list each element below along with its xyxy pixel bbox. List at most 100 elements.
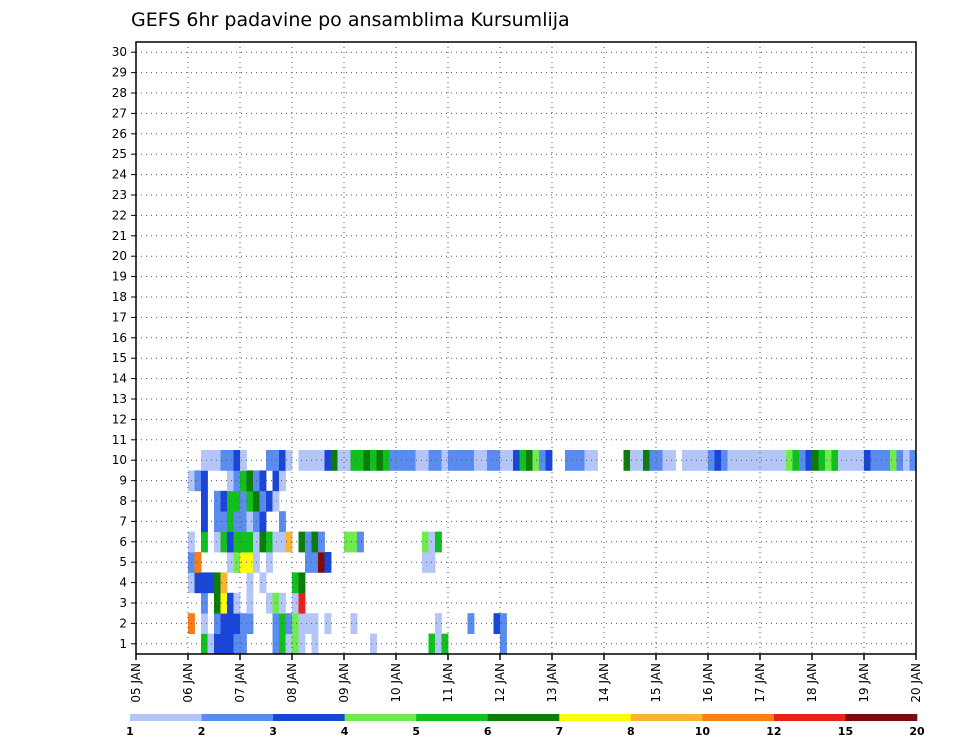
x-tick-label: 08 JAN xyxy=(285,663,299,703)
precip-cell xyxy=(246,531,254,553)
y-tick-label: 14 xyxy=(112,372,127,386)
precip-cell xyxy=(350,531,358,553)
y-tick-label: 10 xyxy=(112,453,127,467)
y-axis-ticks: 1234567891011121314151617181920212223242… xyxy=(112,45,136,651)
precip-cell xyxy=(500,613,507,634)
precip-cell xyxy=(890,450,897,471)
precip-cell xyxy=(259,511,267,532)
precip-cell xyxy=(435,450,442,471)
precip-cell xyxy=(435,633,442,655)
precip-cell xyxy=(272,613,280,634)
precip-cell xyxy=(526,450,533,471)
precip-cell xyxy=(441,633,449,655)
precip-cell xyxy=(870,450,878,471)
colorbar-label: 8 xyxy=(627,725,635,738)
precip-cell xyxy=(279,633,286,655)
precip-cell xyxy=(266,531,273,553)
y-tick-label: 28 xyxy=(112,86,127,100)
precip-cell xyxy=(201,470,208,492)
precip-cell xyxy=(279,613,286,634)
precip-cell xyxy=(506,450,514,471)
precip-cell xyxy=(240,552,247,573)
precip-cell xyxy=(734,450,741,471)
precip-cell xyxy=(422,531,429,553)
precip-cell xyxy=(259,572,267,594)
precip-cell xyxy=(227,490,234,512)
precip-cell xyxy=(240,490,247,512)
precip-cell xyxy=(656,450,663,471)
y-tick-label: 26 xyxy=(112,127,127,141)
precip-cell xyxy=(285,633,293,655)
precip-cell xyxy=(461,450,468,471)
precip-cell xyxy=(207,633,215,655)
precip-cell xyxy=(220,511,228,532)
precip-cell xyxy=(246,511,254,532)
colorbar-label: 1 xyxy=(126,725,134,738)
precip-cell xyxy=(285,450,293,471)
precip-cell xyxy=(565,450,572,471)
precip-cell xyxy=(831,450,839,471)
precip-cell xyxy=(240,633,247,655)
precip-cell xyxy=(246,490,254,512)
precip-cell xyxy=(415,450,423,471)
precip-cell xyxy=(266,450,273,471)
precip-cell xyxy=(246,613,254,634)
colorbar-label: 10 xyxy=(695,725,711,738)
colorbar-swatch xyxy=(273,714,345,721)
precip-cell xyxy=(279,592,286,614)
precip-cell xyxy=(279,511,286,532)
precip-cell xyxy=(812,450,819,471)
precip-cell xyxy=(805,450,813,471)
precip-cell xyxy=(324,613,332,634)
y-tick-label: 21 xyxy=(112,229,127,243)
precip-cell xyxy=(201,450,208,471)
precip-cell xyxy=(324,450,332,471)
precip-cell xyxy=(799,450,806,471)
precip-cell xyxy=(194,552,202,573)
precip-cell xyxy=(766,450,774,471)
colorbar-label: 2 xyxy=(198,725,206,738)
precip-cell xyxy=(305,531,312,553)
x-tick-label: 13 JAN xyxy=(545,663,559,703)
precip-cell xyxy=(240,531,247,553)
precip-cell xyxy=(201,572,208,594)
precip-cell xyxy=(227,633,234,655)
chart-title: GEFS 6hr padavine po ansamblima Kursumli… xyxy=(131,9,570,31)
precip-cell xyxy=(454,450,462,471)
precip-cell xyxy=(480,450,488,471)
precip-cell xyxy=(272,470,280,492)
precip-cell xyxy=(292,633,299,655)
y-tick-label: 13 xyxy=(112,392,127,406)
precip-cell xyxy=(467,450,475,471)
precip-cell xyxy=(220,633,228,655)
precip-cell xyxy=(246,592,254,614)
precip-cell xyxy=(474,450,481,471)
grid-lines xyxy=(136,42,916,654)
precip-cell xyxy=(285,531,293,553)
precip-cell xyxy=(220,450,228,471)
precip-cell xyxy=(214,450,221,471)
colorbar-swatch xyxy=(702,714,775,721)
x-tick-label: 11 JAN xyxy=(441,663,455,703)
precip-cell xyxy=(285,613,293,634)
precip-cell xyxy=(389,450,397,471)
precip-cell xyxy=(220,490,228,512)
y-tick-label: 11 xyxy=(112,433,127,447)
precip-cell xyxy=(246,572,254,594)
precip-cell xyxy=(305,552,312,573)
precip-cell xyxy=(864,450,871,471)
colorbar-label: 12 xyxy=(766,725,781,738)
precip-cell xyxy=(747,450,754,471)
y-tick-label: 12 xyxy=(112,412,127,426)
precip-cell xyxy=(240,450,247,471)
precip-cell xyxy=(721,450,728,471)
precip-cell xyxy=(825,450,832,471)
precip-cell xyxy=(779,450,787,471)
precip-cell xyxy=(877,450,884,471)
precip-cell xyxy=(214,531,221,553)
precip-cell xyxy=(532,450,540,471)
precip-cell xyxy=(272,450,280,471)
precip-cell xyxy=(630,450,637,471)
precip-cell xyxy=(844,450,852,471)
precip-cell xyxy=(227,470,234,492)
